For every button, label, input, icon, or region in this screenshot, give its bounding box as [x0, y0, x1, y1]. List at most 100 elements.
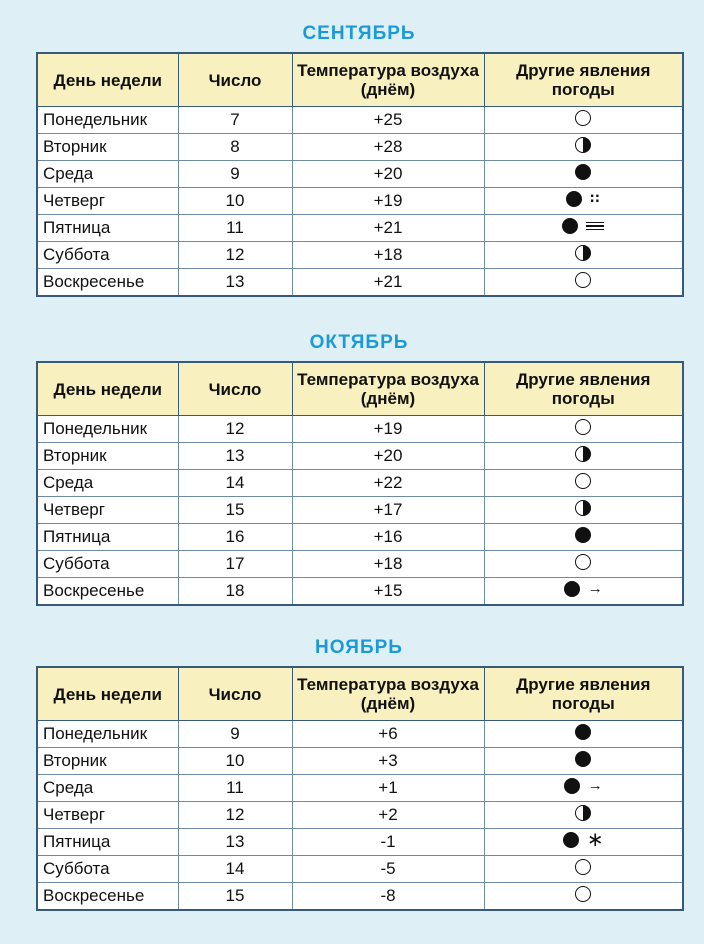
table-row: Суббота 17 +18 [36, 550, 684, 578]
header-other-phenomena: Другие явления погоды [483, 361, 684, 416]
number-cell: 12 [177, 801, 293, 829]
table-row: Воскресенье 15 -8 [36, 882, 684, 911]
temperature-cell: +28 [291, 133, 485, 161]
weather-symbols [575, 526, 592, 544]
temperature-cell: +18 [291, 241, 485, 269]
weather-symbols [562, 217, 605, 235]
number-cell: 14 [177, 855, 293, 883]
header-other-phenomena: Другие явления погоды [483, 666, 684, 721]
day-cell: Пятница [36, 214, 179, 242]
partly-cloudy-icon [575, 500, 592, 516]
weather-symbols: → [563, 580, 603, 598]
day-cell: Суббота [36, 550, 179, 578]
weather-symbol-cell: → [483, 774, 684, 802]
table-row: Пятница 13 -1 ∗ [36, 828, 684, 856]
overcast-icon [575, 751, 592, 767]
day-cell: Воскресенье [36, 882, 179, 911]
temperature-cell: +2 [291, 801, 485, 829]
weather-symbols [575, 750, 592, 768]
header-number: Число [177, 666, 293, 721]
weather-symbols [575, 418, 592, 436]
weather-symbol-cell [483, 720, 684, 748]
weather-symbols [575, 858, 592, 876]
header-temperature: Температура воздуха (днём) [291, 52, 485, 107]
snow-icon: ∗ [586, 829, 604, 851]
number-cell: 9 [177, 160, 293, 188]
overcast-icon [575, 724, 592, 740]
header-temperature: Температура воздуха (днём) [291, 666, 485, 721]
overcast-icon [575, 527, 592, 543]
day-cell: Пятница [36, 828, 179, 856]
number-cell: 16 [177, 523, 293, 551]
temperature-cell: +6 [291, 720, 485, 748]
weather-symbol-cell [483, 550, 684, 578]
day-cell: Воскресенье [36, 268, 179, 297]
table-row: Пятница 16 +16 [36, 523, 684, 551]
temperature-cell: +1 [291, 774, 485, 802]
september-section: СЕНТЯБРЬ День недели Число Температура воз… [36, 22, 684, 297]
header-day: День недели [36, 666, 179, 721]
rain-icon: ∷ [590, 191, 601, 206]
day-cell: Вторник [36, 133, 179, 161]
table-row: Четверг 12 +2 [36, 801, 684, 829]
table-row: Вторник 13 +20 [36, 442, 684, 470]
weather-symbols [575, 244, 592, 262]
table-row: Воскресенье 18 +15 → [36, 577, 684, 606]
weather-symbol-cell [483, 523, 684, 551]
header-number: Число [177, 52, 293, 107]
temperature-cell: +21 [291, 214, 485, 242]
weather-symbols [575, 163, 592, 181]
table-row: Четверг 10 +19 ∷ [36, 187, 684, 215]
day-cell: Четверг [36, 801, 179, 829]
day-cell: Суббота [36, 241, 179, 269]
number-cell: 11 [177, 214, 293, 242]
weather-symbols [575, 885, 592, 903]
temperature-cell: +16 [291, 523, 485, 551]
number-cell: 8 [177, 133, 293, 161]
november-section: НОЯБРЬ День недели Число Температура возду… [36, 636, 684, 911]
weather-symbol-cell [483, 160, 684, 188]
weather-symbols [575, 271, 592, 289]
header-temperature: Температура воздуха (днём) [291, 361, 485, 416]
clear-icon [575, 886, 592, 902]
number-cell: 15 [177, 496, 293, 524]
temperature-cell: +3 [291, 747, 485, 775]
clear-icon [575, 473, 592, 489]
weather-symbols: ∗ [562, 829, 604, 851]
weather-symbol-cell [483, 106, 684, 134]
partly-cloudy-icon [575, 446, 592, 462]
weather-symbols [575, 109, 592, 127]
day-cell: Четверг [36, 496, 179, 524]
clear-icon [575, 272, 592, 288]
weather-symbol-cell [483, 801, 684, 829]
day-cell: Четверг [36, 187, 179, 215]
table-row: Четверг 15 +17 [36, 496, 684, 524]
weather-symbols [575, 804, 592, 822]
day-cell: Понедельник [36, 720, 179, 748]
weather-symbol-cell: ∷ [483, 187, 684, 215]
temperature-cell: +20 [291, 442, 485, 470]
clear-icon [575, 554, 592, 570]
number-cell: 7 [177, 106, 293, 134]
table-row: Пятница 11 +21 [36, 214, 684, 242]
weather-symbols: ∷ [566, 190, 600, 208]
day-cell: Вторник [36, 442, 179, 470]
overcast-icon [562, 218, 579, 234]
clear-icon [575, 110, 592, 126]
weather-symbols [575, 499, 592, 517]
table-row: Вторник 10 +3 [36, 747, 684, 775]
number-cell: 13 [177, 268, 293, 297]
day-cell: Среда [36, 160, 179, 188]
table-row: Среда 9 +20 [36, 160, 684, 188]
partly-cloudy-icon [575, 805, 592, 821]
overcast-icon [563, 581, 580, 597]
weather-symbols: → [563, 777, 603, 795]
partly-cloudy-icon [575, 245, 592, 261]
temperature-cell: +19 [291, 415, 485, 443]
table-row: Воскресенье 13 +21 [36, 268, 684, 297]
number-cell: 14 [177, 469, 293, 497]
day-cell: Понедельник [36, 415, 179, 443]
weather-symbol-cell [483, 747, 684, 775]
october-section: ОКТЯБРЬ День недели Число Температура возд… [36, 331, 684, 606]
day-cell: Суббота [36, 855, 179, 883]
